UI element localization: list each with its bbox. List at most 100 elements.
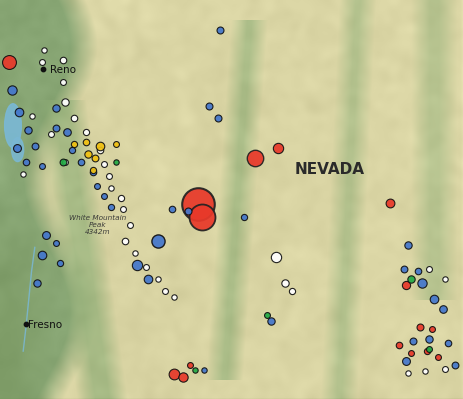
Point [22,321,29,327]
Point [418,280,425,286]
Point [52,105,59,111]
Point [263,312,270,318]
Point [59,79,66,85]
Point [404,370,411,376]
Point [170,294,177,300]
Point [68,146,75,153]
Text: Reno: Reno [50,65,76,75]
Point [29,113,36,119]
Point [415,324,423,330]
Point [441,276,448,282]
Point [19,170,27,177]
Point [425,266,432,273]
Point [77,158,85,165]
Point [281,280,288,286]
Point [59,57,66,63]
Point [107,204,115,211]
Point [112,140,119,147]
Point [406,276,413,282]
Point [126,222,133,229]
Point [194,201,201,207]
Point [404,242,411,249]
Point [89,166,96,173]
Point [84,150,92,157]
Point [82,138,89,145]
Point [274,144,282,151]
Point [52,240,59,247]
Point [117,194,124,201]
Point [131,250,138,257]
Point [216,27,224,33]
Point [385,200,393,207]
Point [39,65,47,72]
Point [425,346,432,352]
Point [24,126,31,133]
Point [251,154,258,161]
Point [31,142,38,149]
Text: Fresno: Fresno [28,320,62,330]
Point [214,115,221,121]
Point [105,172,113,179]
Point [425,336,432,342]
Text: NEVADA: NEVADA [294,162,364,177]
Point [170,371,177,377]
Point [434,354,441,360]
Point [43,232,50,239]
Point [441,366,448,372]
Point [179,374,187,380]
Point [70,140,78,147]
Point [89,168,96,175]
Point [112,158,119,165]
Point [408,338,416,344]
Ellipse shape [12,138,24,162]
Point [61,99,69,105]
Point [399,266,407,273]
Point [38,162,45,169]
Point [22,158,29,165]
Point [119,206,126,213]
Point [121,238,129,245]
Point [239,214,247,221]
Point [142,264,150,271]
Point [288,288,295,294]
Point [8,87,15,93]
Point [186,362,194,368]
Point [59,158,66,165]
Point [406,350,413,356]
Ellipse shape [5,104,21,148]
Point [107,184,115,191]
Point [198,214,205,221]
Point [144,276,152,282]
Point [100,160,108,167]
Text: White Mountain
Peak
4342m: White Mountain Peak 4342m [69,215,126,235]
Point [450,362,457,368]
Point [33,280,41,286]
Point [61,158,69,165]
Point [47,130,55,137]
Point [96,146,103,153]
Point [427,326,434,332]
Point [420,368,427,374]
Point [96,142,103,149]
Point [161,288,168,294]
Point [56,260,64,267]
Point [191,367,198,373]
Point [13,144,20,151]
Point [272,254,279,261]
Point [15,109,22,115]
Point [443,340,450,346]
Point [422,348,430,354]
Point [70,115,78,121]
Point [184,208,191,215]
Point [52,124,59,131]
Point [154,238,161,245]
Point [6,59,13,65]
Point [168,206,175,213]
Point [200,367,207,373]
Point [40,47,48,53]
Point [82,128,89,135]
Point [91,154,99,161]
Point [413,268,420,275]
Point [63,128,71,135]
Point [267,318,275,324]
